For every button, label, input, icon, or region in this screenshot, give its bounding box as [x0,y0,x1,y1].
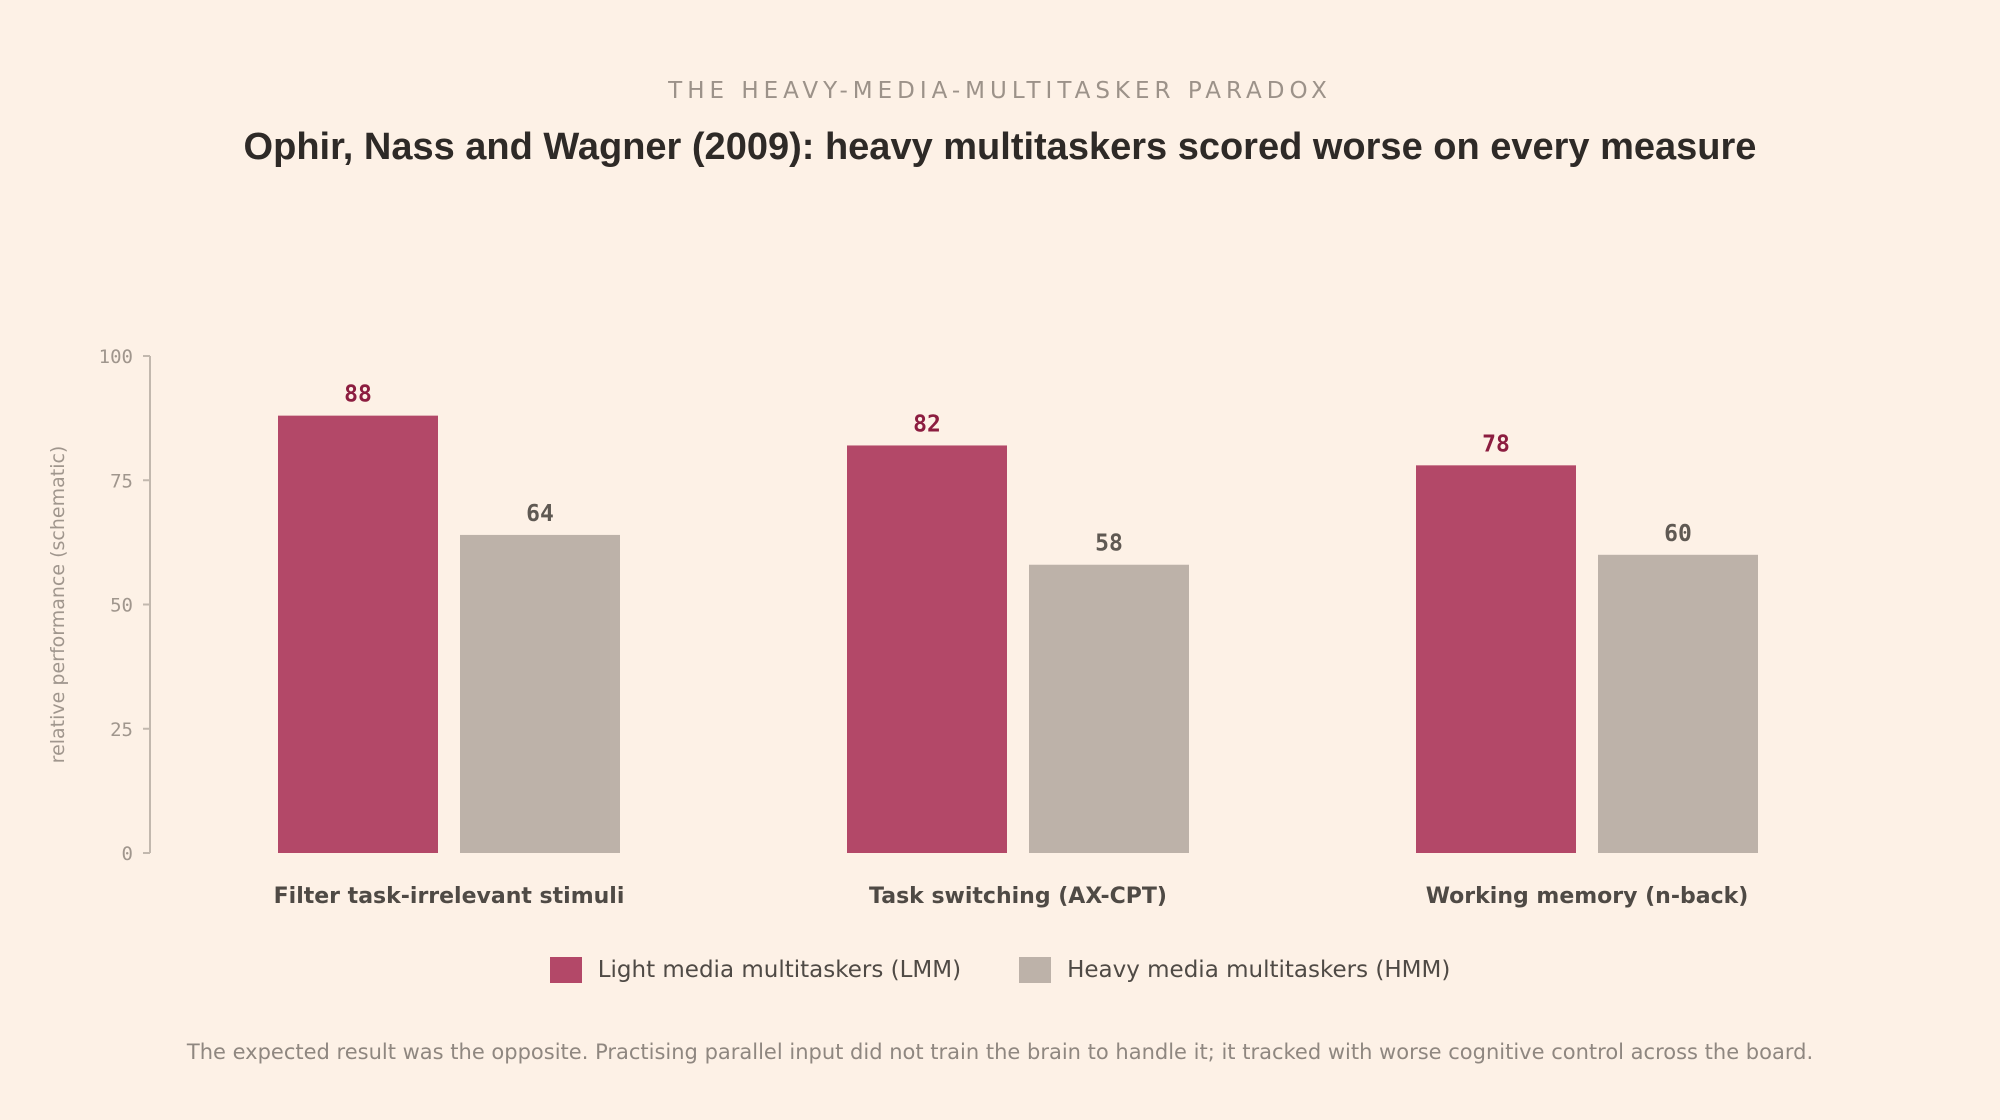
legend-item-hmm: Heavy media multitaskers (HMM) [1019,957,1450,983]
y-axis-label: relative performance (schematic) [47,446,69,764]
category-label: Filter task-irrelevant stimuli [274,884,625,909]
legend-label-lmm: Light media multitaskers (LMM) [597,957,962,983]
bar-value-label: 88 [344,382,372,408]
bar-hmm [1029,564,1189,853]
bar-hmm [1598,554,1758,853]
bar-lmm [1416,465,1576,853]
bar-chart: 0 25 50 75 100 relative performance (schemati… [47,346,1758,909]
bar-value-label: 64 [526,501,554,527]
bar-value-label: 60 [1664,521,1692,547]
legend-swatch-lmm [549,957,582,983]
bar-value-label: 82 [913,411,941,437]
y-tick-label: 100 [99,346,133,368]
bar-value-label: 58 [1095,531,1123,557]
y-tick-label: 75 [110,470,133,492]
chart-kicker: THE HEAVY-MEDIA-MULTITASKER PARADOX [668,78,1332,104]
category-label: Working memory (n-back) [1426,884,1749,909]
footnote: The expected result was the opposite. Pr… [186,1040,1814,1064]
bar-hmm [460,534,620,853]
legend-swatch-hmm [1019,957,1052,983]
legend: Light media multitaskers (LMM) Heavy med… [0,957,2000,983]
bar-lmm [847,445,1007,853]
category-label: Task switching (AX-CPT) [869,884,1167,909]
bar-lmm [278,415,438,853]
chart-title: Ophir, Nass and Wagner (2009): heavy mul… [243,126,1757,168]
bar-value-label: 78 [1482,431,1510,457]
y-tick-label: 25 [110,719,133,741]
legend-item-lmm: Light media multitaskers (LMM) [549,957,962,983]
y-tick-label: 50 [110,595,133,617]
y-tick-label: 0 [122,843,133,865]
legend-label-hmm: Heavy media multitaskers (HMM) [1067,957,1451,983]
